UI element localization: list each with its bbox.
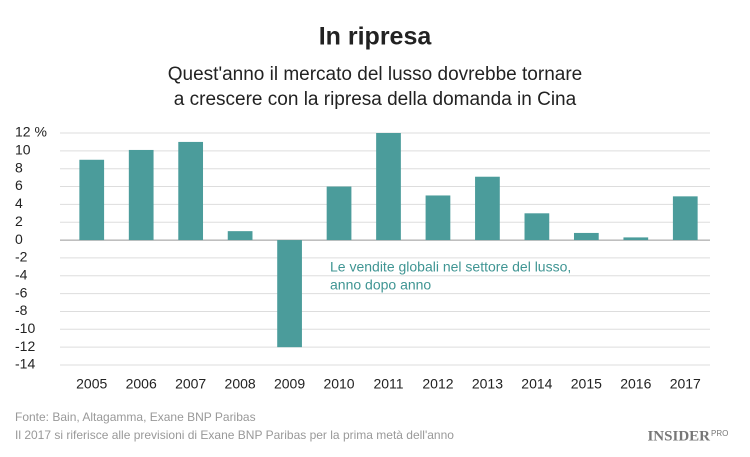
x-tick-label: 2010: [323, 376, 354, 392]
chart-subtitle: a crescere con la ripresa della domanda …: [174, 89, 577, 110]
y-tick-label: -14: [15, 356, 35, 372]
x-tick-label: 2014: [521, 376, 552, 392]
bar: [326, 186, 352, 241]
y-tick-label: 12 %: [15, 124, 47, 140]
y-tick-label: 0: [15, 231, 23, 247]
bar: [277, 240, 302, 348]
x-tick-label: 2017: [670, 376, 701, 392]
bar: [227, 231, 253, 241]
bar: [425, 195, 451, 241]
x-tick-label: 2006: [126, 376, 157, 392]
x-tick-label: 2009: [274, 376, 305, 392]
annotation: Le vendite globali nel settore del lusso…: [330, 259, 571, 275]
x-tick-label: 2012: [422, 376, 453, 392]
x-tick-label: 2005: [76, 376, 107, 392]
y-tick-label: -2: [15, 249, 28, 265]
x-tick-label: 2016: [620, 376, 651, 392]
y-tick-label: -10: [15, 320, 35, 336]
chart-subtitle: Quest'anno il mercato del lusso dovrebbe…: [168, 64, 582, 85]
y-tick-label: 6: [15, 177, 23, 193]
bar: [672, 196, 698, 241]
bar: [524, 213, 550, 241]
bar: [475, 176, 500, 241]
y-tick-label: 10: [15, 142, 31, 158]
chart-title: In ripresa: [319, 23, 433, 51]
x-tick-label: 2008: [225, 376, 256, 392]
x-tick-label: 2015: [571, 376, 602, 392]
x-tick-label: 2011: [373, 376, 403, 392]
footnote: Il 2017 si riferisce alle previsioni di …: [15, 428, 454, 442]
x-tick-label: 2007: [175, 376, 206, 392]
logo-suffix: PRO: [711, 429, 728, 438]
annotation: anno dopo anno: [330, 277, 431, 293]
bar: [178, 141, 204, 241]
footnote: Fonte: Bain, Altagamma, Exane BNP Pariba…: [15, 410, 256, 424]
y-tick-label: 2: [15, 213, 23, 229]
y-tick-label: -6: [15, 284, 28, 300]
bar: [376, 133, 401, 241]
bar: [623, 237, 649, 241]
y-tick-label: 8: [15, 159, 23, 175]
bar: [573, 232, 599, 241]
x-tick-label: 2013: [472, 376, 503, 392]
bar: [79, 159, 105, 241]
y-tick-label: -12: [15, 338, 35, 354]
y-tick-label: 4: [15, 195, 23, 211]
logo: INSIDER: [647, 428, 710, 444]
y-tick-label: -4: [15, 266, 28, 282]
y-tick-label: -8: [15, 302, 28, 318]
bar: [128, 149, 154, 241]
